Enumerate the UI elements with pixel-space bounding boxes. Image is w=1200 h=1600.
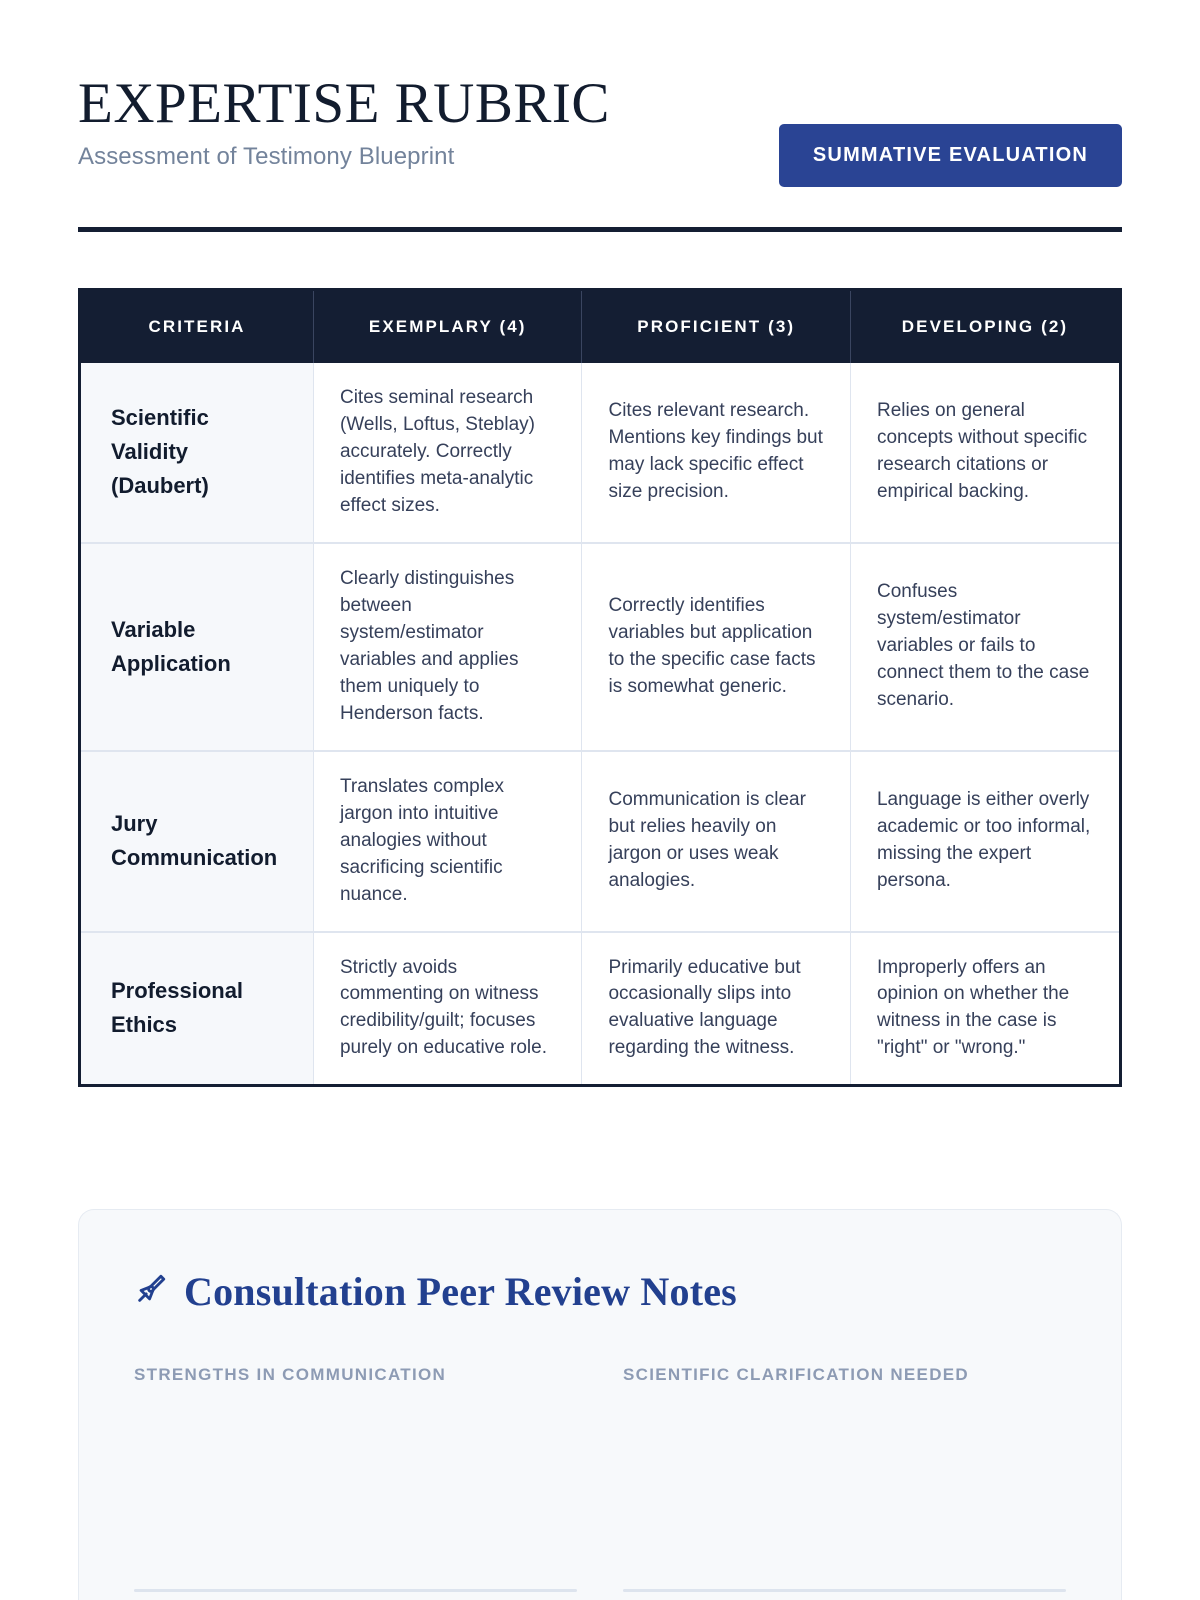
notes-header: Consultation Peer Review Notes xyxy=(134,1268,1066,1315)
table-header-row: CRITERIA EXEMPLARY (4) PROFICIENT (3) DE… xyxy=(81,291,1119,363)
cell-proficient: Cites relevant research. Mentions key fi… xyxy=(581,363,851,543)
cell-developing: Relies on general concepts without speci… xyxy=(850,363,1119,543)
summative-evaluation-button[interactable]: SUMMATIVE EVALUATION xyxy=(778,124,1122,187)
table-row: Variable Application Clearly distinguish… xyxy=(81,541,1119,751)
pen-nib-icon xyxy=(134,1272,168,1311)
page-header: EXPERTISE RUBRIC Assessment of Testimony… xyxy=(78,0,1122,187)
notes-column-strengths: STRENGTHS IN COMMUNICATION xyxy=(134,1365,577,1600)
title-block: EXPERTISE RUBRIC Assessment of Testimony… xyxy=(78,72,610,171)
cell-developing: Confuses system/estimator variables or f… xyxy=(850,541,1119,751)
table-row: Jury Communication Translates complex ja… xyxy=(81,749,1119,932)
header-divider xyxy=(78,227,1122,232)
notes-columns: STRENGTHS IN COMMUNICATION SCIENTIFIC CL… xyxy=(134,1365,1066,1600)
notes-write-area-clarification[interactable] xyxy=(623,1481,1066,1600)
cell-developing: Language is either overly academic or to… xyxy=(850,749,1119,932)
cell-proficient: Correctly identifies variables but appli… xyxy=(581,541,851,751)
table-row: Scientific Validity (Daubert) Cites semi… xyxy=(81,363,1119,543)
cell-proficient: Primarily educative but occasionally sli… xyxy=(581,930,851,1085)
rubric-table: CRITERIA EXEMPLARY (4) PROFICIENT (3) DE… xyxy=(81,291,1119,1085)
column-header-exemplary: EXEMPLARY (4) xyxy=(313,291,583,363)
row-criteria-label: Professional Ethics xyxy=(81,930,314,1085)
cell-exemplary: Strictly avoids commenting on witness cr… xyxy=(313,930,583,1085)
peer-review-notes-card: Consultation Peer Review Notes STRENGTHS… xyxy=(78,1209,1122,1600)
row-criteria-label: Variable Application xyxy=(81,541,314,751)
notes-title: Consultation Peer Review Notes xyxy=(184,1269,737,1314)
cell-developing: Improperly offers an opinion on whether … xyxy=(850,930,1119,1085)
cell-proficient: Communication is clear but relies heavil… xyxy=(581,749,851,932)
notes-column-label: STRENGTHS IN COMMUNICATION xyxy=(134,1365,447,1384)
row-criteria-label: Scientific Validity (Daubert) xyxy=(81,363,314,543)
cell-exemplary: Translates complex jargon into intuitive… xyxy=(313,749,583,932)
notes-column-label: SCIENTIFIC CLARIFICATION NEEDED xyxy=(623,1365,969,1384)
page-subtitle: Assessment of Testimony Blueprint xyxy=(78,142,455,170)
notes-write-area-strengths[interactable] xyxy=(134,1481,577,1600)
cell-exemplary: Cites seminal research (Wells, Loftus, S… xyxy=(313,363,583,543)
column-header-developing: DEVELOPING (2) xyxy=(850,291,1119,363)
rubric-table-container: CRITERIA EXEMPLARY (4) PROFICIENT (3) DE… xyxy=(78,288,1122,1088)
cell-exemplary: Clearly distinguishes between system/est… xyxy=(313,541,583,751)
notes-column-clarification: SCIENTIFIC CLARIFICATION NEEDED xyxy=(623,1365,1066,1600)
column-header-criteria: CRITERIA xyxy=(81,291,314,363)
page-title: EXPERTISE RUBRIC xyxy=(78,72,610,135)
table-row: Professional Ethics Strictly avoids comm… xyxy=(81,930,1119,1085)
rule-line xyxy=(623,1589,1066,1592)
column-header-proficient: PROFICIENT (3) xyxy=(581,291,851,363)
row-criteria-label: Jury Communication xyxy=(81,749,314,932)
rule-line xyxy=(134,1589,577,1592)
